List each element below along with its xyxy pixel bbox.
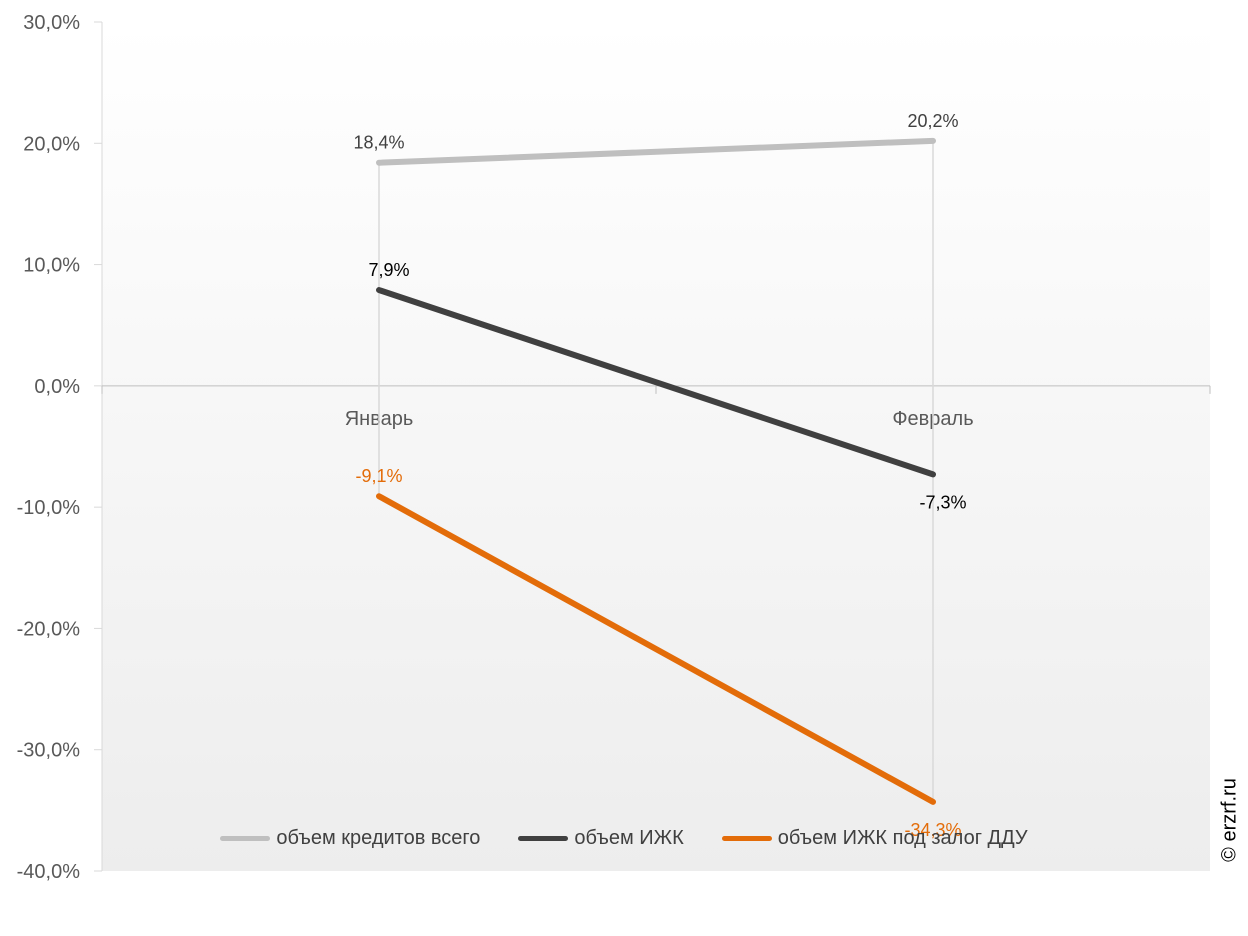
plot-area — [102, 22, 1210, 871]
y-tick-label: -30,0% — [17, 740, 81, 762]
y-tick-label: -10,0% — [17, 497, 81, 519]
series-line-2 — [376, 287, 936, 478]
data-label: 18,4% — [353, 133, 404, 153]
legend-item: объем ИЖК — [518, 826, 684, 850]
data-label: -34,3% — [904, 820, 961, 840]
legend-label: объем кредитов всего — [276, 826, 481, 849]
y-tick-label: 10,0% — [23, 255, 80, 277]
watermark: © erzrf.ru — [1212, 760, 1248, 880]
watermark-text: © erzrf.ru — [1218, 778, 1241, 862]
y-tick-label: 20,0% — [23, 133, 80, 155]
legend-label: объем ИЖК под залог ДДУ — [777, 826, 1028, 849]
data-label: 20,2% — [907, 111, 958, 131]
y-tick-label: 30,0% — [23, 12, 80, 34]
legend: объем кредитов всего объем ИЖК объем ИЖК п… — [0, 818, 1248, 858]
legend-swatch — [518, 835, 569, 841]
y-tick-label: -40,0% — [17, 861, 81, 883]
y-tick-label: 0,0% — [34, 376, 80, 398]
y-tick-label: -20,0% — [17, 618, 81, 640]
data-label: 7,9% — [368, 260, 409, 280]
legend-item: объем ИЖК под залог ДДУ — [721, 826, 1028, 850]
series-line-1 — [376, 137, 936, 166]
legend-item: объем кредитов всего — [220, 827, 480, 850]
data-label: -7,3% — [919, 492, 966, 512]
legend-label: объем ИЖК — [574, 826, 684, 849]
data-label: -9,1% — [355, 466, 402, 486]
series-line-3 — [376, 493, 936, 805]
legend-swatch — [220, 835, 271, 841]
legend-swatch — [721, 835, 772, 841]
